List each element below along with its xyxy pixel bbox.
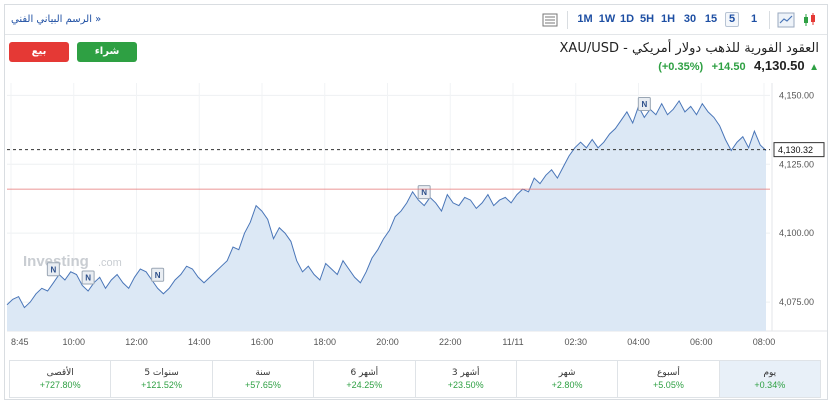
x-tick-label: 22:00: [439, 337, 462, 347]
performance-period-label: 3 أشهر: [451, 368, 480, 378]
performance-change-value: +23.50%: [447, 380, 484, 390]
news-marker-label: N: [641, 100, 647, 109]
news-marker: [81, 270, 95, 285]
x-tick-label: 06:00: [690, 337, 713, 347]
timeframe-1w[interactable]: 1W: [598, 13, 616, 25]
performance-cell[interactable]: شهر +2.80%: [515, 361, 617, 397]
instrument-title: XAU/USD - العقود الفورية للذهب دولار أمر…: [559, 41, 819, 56]
investing-logo: Investing: [23, 253, 89, 270]
news-marker: [151, 267, 165, 282]
price-chart[interactable]: 4,150.00 4,125.00 4,100.00 4,075.00 8:45 10:0…: [5, 79, 827, 357]
performance-period-label: الأقصى: [46, 368, 74, 378]
performance-cell[interactable]: أسبوع +5.05%: [617, 361, 718, 397]
table-view-icon[interactable]: [541, 11, 559, 29]
news-marker-label: N: [155, 271, 161, 280]
x-tick-label: 12:00: [125, 337, 148, 347]
timeframe-1h[interactable]: 1H: [660, 13, 676, 25]
performance-bar: الأقصى +727.80% 5 سنوات +121.52% سنة +57.65% 6…: [9, 360, 821, 398]
y-tick-label: 4,150.00: [779, 90, 814, 100]
performance-change-value: +0.34%: [754, 380, 786, 390]
performance-cell[interactable]: 3 أشهر +23.50%: [414, 361, 516, 397]
performance-cell[interactable]: سنة +57.65%: [211, 361, 313, 397]
performance-change-value: +121.52%: [141, 380, 182, 390]
timeframe-30[interactable]: 30: [683, 13, 697, 25]
timeframe-1m[interactable]: 1M: [577, 13, 593, 25]
x-tick-label: 10:00: [62, 337, 85, 347]
investing-logo-suffix: .com: [98, 257, 122, 269]
performance-change-value: +727.80%: [39, 380, 81, 390]
performance-cell[interactable]: 6 أشهر +24.25%: [313, 361, 414, 397]
timeframe-1[interactable]: 1: [750, 13, 758, 25]
price-area-fill: [7, 100, 766, 332]
performance-period-label: أسبوع: [657, 368, 680, 378]
timeframe-5h[interactable]: 5H: [639, 13, 655, 25]
sell-button[interactable]: بيع: [9, 42, 69, 62]
x-tick-label: 16:00: [251, 337, 274, 347]
news-marker-label: N: [50, 265, 56, 274]
x-tick-label: 14:00: [188, 337, 211, 347]
performance-change-value: +2.80%: [551, 380, 583, 390]
x-tick-label: 18:00: [313, 337, 336, 347]
candlestick-icon[interactable]: [801, 11, 819, 29]
last-price: 4,130.50: [754, 58, 805, 73]
last-price-tag-label: 4,130.32: [778, 145, 813, 155]
y-tick-label: 4,075.00: [779, 297, 814, 307]
x-tick-label: 04:00: [627, 337, 650, 347]
news-marker: [46, 262, 60, 277]
x-tick-label: 8:45: [11, 337, 29, 347]
toolbar-divider: [769, 11, 770, 29]
x-tick-label: 20:00: [376, 337, 399, 347]
news-marker: [637, 96, 651, 111]
area-chart-icon[interactable]: [777, 11, 795, 29]
technical-chart-link[interactable]: الرسم البياني الفني »: [11, 14, 102, 25]
performance-change-value: +5.05%: [653, 380, 684, 390]
y-tick-label: 4,100.00: [779, 228, 814, 238]
performance-period-label: 5 سنوات: [144, 368, 179, 378]
performance-period-label: سنة: [255, 368, 271, 378]
price-quote: (+0.35%) +14.50 4,130.50 ▲: [658, 57, 819, 75]
x-tick-label: 02:30: [564, 337, 587, 347]
performance-cell[interactable]: الأقصى +727.80%: [10, 361, 110, 397]
timeframe-5[interactable]: 5: [725, 12, 739, 27]
change-percent: (+0.35%): [658, 61, 704, 73]
timeframe-15[interactable]: 15: [704, 13, 718, 25]
toolbar-divider: [567, 11, 568, 29]
performance-period-label: يوم: [763, 368, 777, 378]
last-price-tag: [773, 142, 825, 158]
x-tick-label: 08:00: [753, 337, 776, 347]
performance-change-value: +57.65%: [245, 380, 281, 390]
y-tick-label: 4,125.00: [779, 159, 814, 169]
performance-period-label: 6 أشهر: [350, 368, 379, 378]
change-value: +14.50: [711, 61, 746, 73]
timeframe-1d[interactable]: 1D: [619, 13, 635, 25]
performance-cell[interactable]: يوم +0.34%: [718, 361, 820, 397]
buy-button[interactable]: شراء: [77, 42, 137, 62]
x-tick-label: 11/11: [502, 337, 523, 347]
performance-cell[interactable]: 5 سنوات +121.52%: [110, 361, 211, 397]
performance-change-value: +24.25%: [346, 380, 383, 390]
news-marker-label: N: [421, 188, 427, 197]
up-arrow-icon: ▲: [809, 62, 819, 73]
performance-period-label: شهر: [558, 368, 576, 378]
chart-widget: الرسم البياني الفني » 1M 1W 1D 5H 1H 30 …: [4, 4, 828, 400]
chart-toolbar: الرسم البياني الفني » 1M 1W 1D 5H 1H 30 …: [5, 5, 827, 35]
news-marker-label: N: [85, 274, 91, 283]
